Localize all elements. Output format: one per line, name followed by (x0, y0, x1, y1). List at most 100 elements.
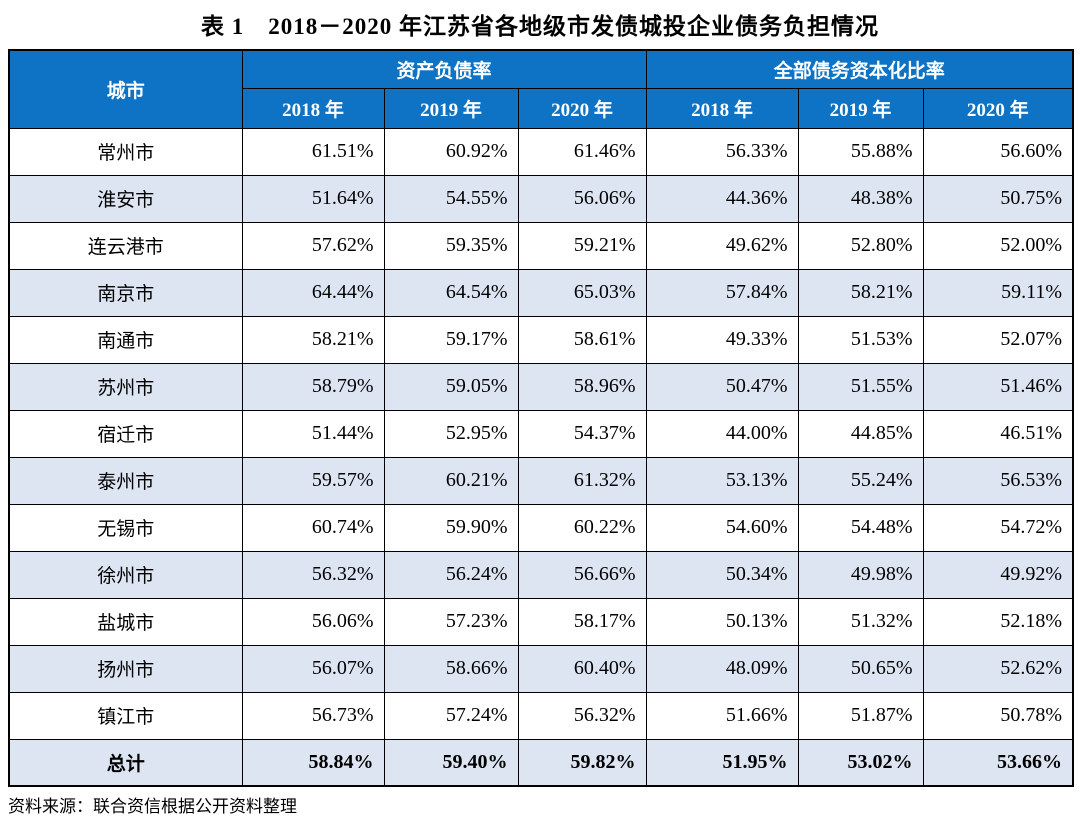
table-body: 常州市 61.51% 60.92% 61.46% 56.33% 55.88% 56.60% 淮… (8, 127, 1074, 787)
header-city: 城市 (8, 49, 243, 129)
value-cell: 51.64% (241, 174, 385, 223)
value-cell: 56.32% (241, 550, 385, 599)
value-cell: 61.51% (241, 127, 385, 176)
value-cell: 50.34% (645, 550, 799, 599)
value-cell: 44.85% (797, 409, 924, 458)
value-cell: 58.79% (241, 362, 385, 411)
table-row: 常州市 61.51% 60.92% 61.46% 56.33% 55.88% 56.60% (8, 127, 1074, 176)
value-cell: 59.90% (383, 503, 519, 552)
city-cell: 苏州市 (8, 362, 243, 411)
value-cell: 60.74% (241, 503, 385, 552)
city-cell: 常州市 (8, 127, 243, 176)
table-title: 表 1 2018－2020 年江苏省各地级市发债城投企业债务负担情况 (201, 14, 879, 39)
value-cell: 59.57% (241, 456, 385, 505)
value-cell: 54.37% (517, 409, 647, 458)
value-cell: 55.88% (797, 127, 924, 176)
value-cell: 56.24% (383, 550, 519, 599)
value-cell: 57.84% (645, 268, 799, 317)
value-cell: 56.53% (922, 456, 1074, 505)
value-cell: 53.13% (645, 456, 799, 505)
table-row: 扬州市 56.07% 58.66% 60.40% 48.09% 50.65% 52.62% (8, 644, 1074, 693)
value-cell: 50.47% (645, 362, 799, 411)
value-cell: 56.32% (517, 691, 647, 740)
value-cell: 58.96% (517, 362, 647, 411)
value-cell: 60.21% (383, 456, 519, 505)
value-cell: 54.60% (645, 503, 799, 552)
city-cell: 徐州市 (8, 550, 243, 599)
value-cell: 51.32% (797, 597, 924, 646)
value-cell: 58.61% (517, 315, 647, 364)
city-cell: 南京市 (8, 268, 243, 317)
value-cell: 53.66% (922, 738, 1074, 787)
value-cell: 60.22% (517, 503, 647, 552)
header-year: 2020 年 (922, 87, 1074, 129)
city-cell: 连云港市 (8, 221, 243, 270)
city-cell: 无锡市 (8, 503, 243, 552)
value-cell: 56.73% (241, 691, 385, 740)
value-cell: 60.40% (517, 644, 647, 693)
value-cell: 44.00% (645, 409, 799, 458)
value-cell: 59.21% (517, 221, 647, 270)
table-row: 徐州市 56.32% 56.24% 56.66% 50.34% 49.98% 49.92% (8, 550, 1074, 599)
header-year: 2018 年 (241, 87, 385, 129)
value-cell: 56.66% (517, 550, 647, 599)
value-cell: 57.62% (241, 221, 385, 270)
city-cell: 宿迁市 (8, 409, 243, 458)
header-group-asset-liability-ratio: 资产负债率 (241, 49, 647, 89)
value-cell: 58.21% (241, 315, 385, 364)
value-cell: 44.36% (645, 174, 799, 223)
value-cell: 49.92% (922, 550, 1074, 599)
table-row: 南通市 58.21% 59.17% 58.61% 49.33% 51.53% 52.07% (8, 315, 1074, 364)
value-cell: 48.09% (645, 644, 799, 693)
header-year: 2019 年 (383, 87, 519, 129)
header-year: 2020 年 (517, 87, 647, 129)
value-cell: 59.17% (383, 315, 519, 364)
value-cell: 64.54% (383, 268, 519, 317)
value-cell: 49.98% (797, 550, 924, 599)
source-note: 资料来源：联合资信根据公开资料整理 (8, 797, 297, 816)
value-cell: 52.00% (922, 221, 1074, 270)
value-cell: 59.05% (383, 362, 519, 411)
value-cell: 56.06% (517, 174, 647, 223)
table-row: 无锡市 60.74% 59.90% 60.22% 54.60% 54.48% 54.72% (8, 503, 1074, 552)
value-cell: 57.23% (383, 597, 519, 646)
header-year: 2019 年 (797, 87, 924, 129)
value-cell: 58.21% (797, 268, 924, 317)
value-cell: 49.33% (645, 315, 799, 364)
header-year: 2018 年 (645, 87, 799, 129)
value-cell: 56.33% (645, 127, 799, 176)
value-cell: 46.51% (922, 409, 1074, 458)
city-cell: 盐城市 (8, 597, 243, 646)
value-cell: 51.44% (241, 409, 385, 458)
value-cell: 52.07% (922, 315, 1074, 364)
value-cell: 61.46% (517, 127, 647, 176)
value-cell: 52.18% (922, 597, 1074, 646)
value-cell: 61.32% (517, 456, 647, 505)
value-cell: 55.24% (797, 456, 924, 505)
table-row: 宿迁市 51.44% 52.95% 54.37% 44.00% 44.85% 46.51% (8, 409, 1074, 458)
value-cell: 65.03% (517, 268, 647, 317)
value-cell: 60.92% (383, 127, 519, 176)
value-cell: 57.24% (383, 691, 519, 740)
value-cell: 56.06% (241, 597, 385, 646)
value-cell: 56.07% (241, 644, 385, 693)
value-cell: 54.72% (922, 503, 1074, 552)
value-cell: 51.95% (645, 738, 799, 787)
city-cell: 镇江市 (8, 691, 243, 740)
value-cell: 51.46% (922, 362, 1074, 411)
value-cell: 52.80% (797, 221, 924, 270)
value-cell: 56.60% (922, 127, 1074, 176)
value-cell: 49.62% (645, 221, 799, 270)
debt-burden-table: 城市 资产负债率 全部债务资本化比率 2018 年 2019 年 2020 年 … (8, 49, 1074, 787)
table-total-row: 总计 58.84% 59.40% 59.82% 51.95% 53.02% 53.66% (8, 738, 1074, 787)
value-cell: 64.44% (241, 268, 385, 317)
value-cell: 51.87% (797, 691, 924, 740)
value-cell: 59.40% (383, 738, 519, 787)
table-row: 连云港市 57.62% 59.35% 59.21% 49.62% 52.80% 52.00% (8, 221, 1074, 270)
value-cell: 58.66% (383, 644, 519, 693)
value-cell: 54.48% (797, 503, 924, 552)
value-cell: 50.65% (797, 644, 924, 693)
value-cell: 50.13% (645, 597, 799, 646)
table-row: 镇江市 56.73% 57.24% 56.32% 51.66% 51.87% 50.78% (8, 691, 1074, 740)
